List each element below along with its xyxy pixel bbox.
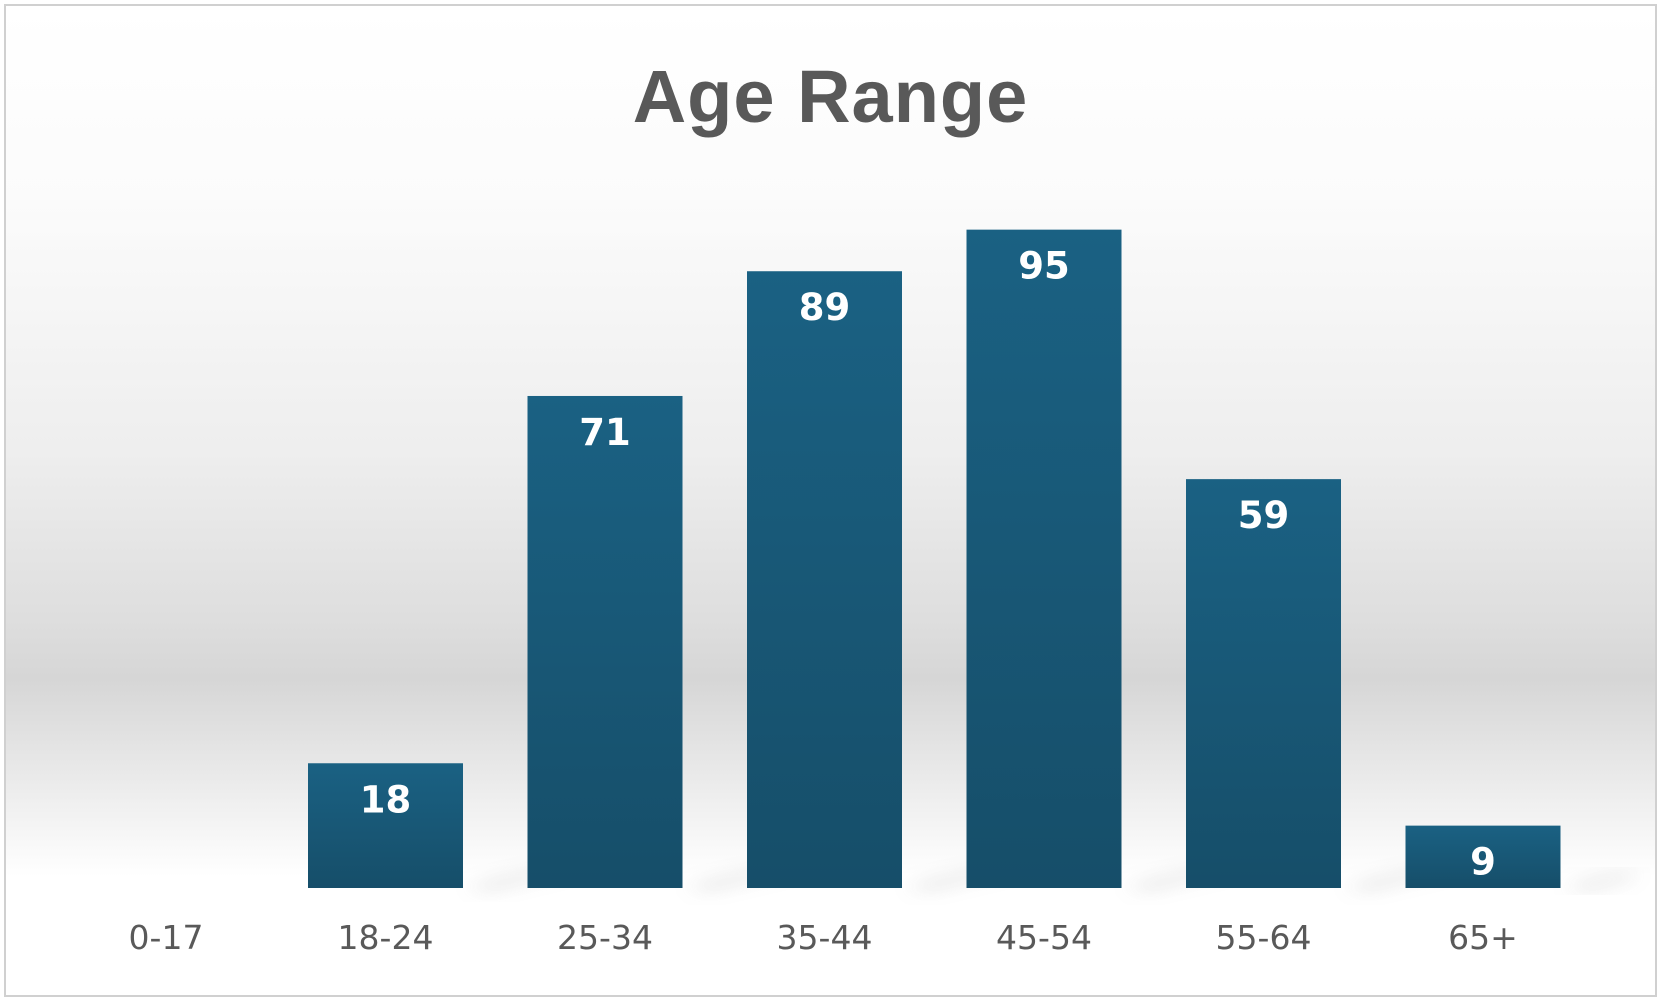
bar-55-64[interactable] xyxy=(1186,479,1341,888)
bar-35-44[interactable] xyxy=(747,271,902,889)
bar-value-label: 95 xyxy=(1018,245,1070,288)
value-labels-group: 0 18 71 89 95 59 9 xyxy=(153,245,1496,946)
bar-65+[interactable] xyxy=(1405,825,1561,888)
bars-group xyxy=(308,229,1561,889)
bar-value-label: 9 xyxy=(1470,841,1496,884)
chart-frame: Age Range 0 18 71 89 95 59 9 0-17 18-24 25-34 35-… xyxy=(4,4,1657,997)
x-axis-tick-labels: 0-17 18-24 25-34 35-44 45-54 55-64 65+ xyxy=(129,918,1518,957)
bar-value-label: 59 xyxy=(1238,494,1290,537)
x-tick-label: 55-64 xyxy=(1216,918,1312,957)
bar-25-34[interactable] xyxy=(527,395,683,888)
bar-45-54[interactable] xyxy=(966,229,1122,888)
bar-18-24[interactable] xyxy=(308,763,463,888)
x-tick-label: 18-24 xyxy=(338,918,434,957)
bar-plot: 0 18 71 89 95 59 9 0-17 18-24 25-34 35-44 45-54 55-… xyxy=(129,229,1643,957)
bar-value-label: 0 xyxy=(153,903,179,946)
chart-title: Age Range xyxy=(632,55,1029,138)
bar-value-label: 71 xyxy=(579,411,631,454)
x-tick-label: 35-44 xyxy=(777,918,873,957)
x-tick-label: 0-17 xyxy=(129,918,204,957)
x-tick-label: 45-54 xyxy=(996,918,1092,957)
bar-value-label: 89 xyxy=(799,286,851,329)
bar-value-label: 18 xyxy=(360,778,412,821)
bar-shadow-65+ xyxy=(1560,874,1643,888)
x-tick-label: 25-34 xyxy=(557,918,653,957)
x-tick-label: 65+ xyxy=(1448,918,1518,957)
